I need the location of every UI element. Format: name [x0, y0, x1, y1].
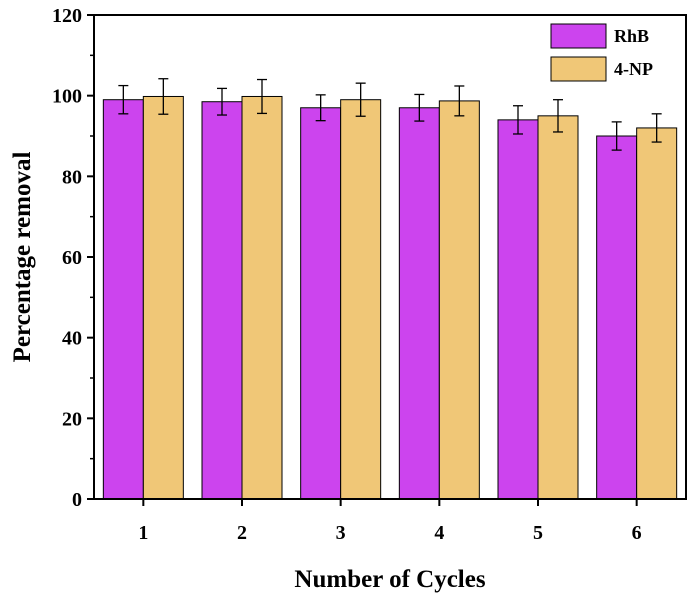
y-tick-label-60: 60 — [62, 247, 82, 269]
legend-label-rhb: RhB — [614, 26, 649, 46]
y-tick-label-20: 20 — [62, 408, 82, 430]
x-tick-label-4: 4 — [434, 522, 444, 544]
bar-4np-cycle-2 — [241, 95, 283, 500]
bar-4np-cycle-1 — [142, 95, 184, 500]
x-axis-title: Number of Cycles — [294, 566, 485, 593]
bar-rhb-cycle-1 — [102, 99, 144, 500]
bar-4np-cycle-3 — [340, 99, 382, 500]
x-tick-label-1: 1 — [138, 522, 148, 544]
legend-label-4np: 4-NP — [614, 59, 653, 79]
legend-swatch-4np — [550, 56, 607, 82]
x-tick-label-5: 5 — [533, 522, 543, 544]
y-tick-label-0: 0 — [72, 489, 82, 511]
y-tick-label-120: 120 — [52, 5, 82, 27]
bar-rhb-cycle-5 — [497, 119, 539, 500]
y-tick-label-100: 100 — [52, 86, 82, 108]
legend: RhB 4-NP — [550, 23, 653, 82]
bar-rhb-cycle-4 — [398, 107, 440, 500]
x-axis: 1 2 3 4 5 6 — [138, 499, 642, 544]
bar-4np-cycle-4 — [438, 100, 480, 500]
y-tick-label-40: 40 — [62, 328, 82, 350]
y-tick-label-80: 80 — [62, 166, 82, 188]
bar-rhb-cycle-3 — [300, 107, 342, 500]
error-bars-layer — [118, 78, 662, 151]
bar-rhb-cycle-2 — [201, 101, 243, 500]
bars-layer — [102, 95, 678, 500]
legend-swatch-rhb — [550, 23, 607, 49]
x-tick-label-6: 6 — [632, 522, 642, 544]
bar-4np-cycle-5 — [537, 115, 579, 500]
x-tick-label-3: 3 — [336, 522, 346, 544]
bar-4np-cycle-6 — [636, 127, 678, 500]
x-tick-label-2: 2 — [237, 522, 247, 544]
y-axis-title: Percentage removal — [9, 152, 36, 363]
y-axis: 0 20 40 60 80 100 120 — [52, 5, 94, 511]
bar-rhb-cycle-6 — [596, 135, 638, 500]
